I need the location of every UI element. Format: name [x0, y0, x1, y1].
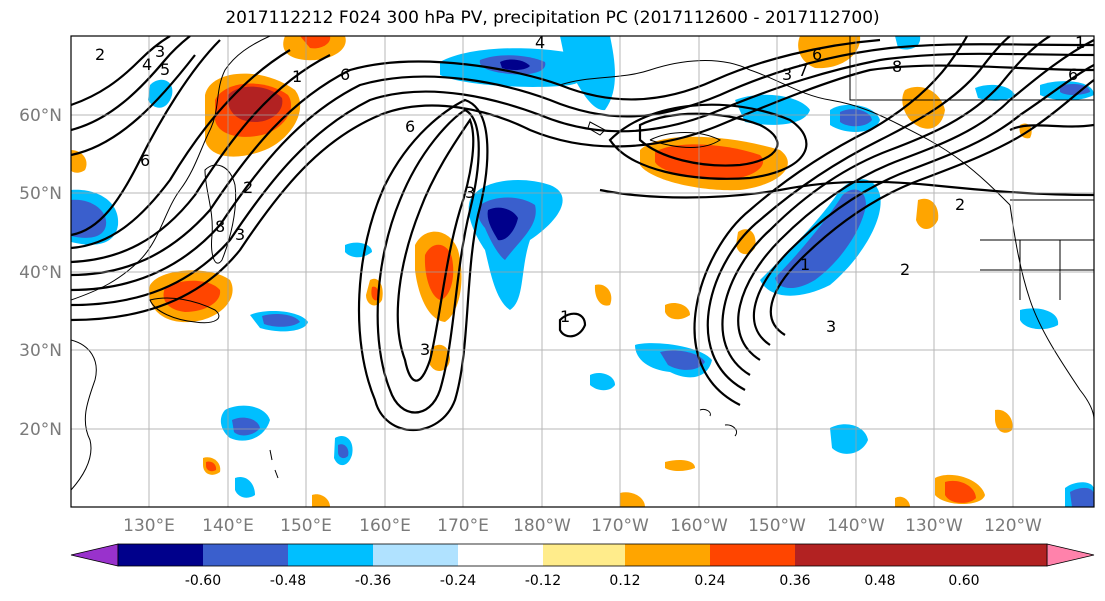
contour-label: 3	[155, 42, 165, 61]
colorbar-bin	[795, 544, 880, 566]
contour-label: 1	[800, 255, 810, 274]
lon-label: 150°E	[280, 516, 332, 536]
colorbar-bin	[880, 544, 964, 566]
contour-label: 4	[535, 33, 545, 52]
colorbar-extend-low	[70, 543, 119, 567]
lon-label: 180°W	[513, 516, 571, 536]
contour-label: 1	[560, 307, 570, 326]
colorbar-bin	[288, 544, 373, 566]
contour-label: 2	[243, 178, 253, 197]
map-title: 2017112212 F024 300 hPa PV, precipitatio…	[225, 8, 880, 28]
colorbar-tick-label: -0.60	[185, 573, 221, 589]
lat-label: 40°N	[19, 263, 62, 283]
lat-label: 50°N	[19, 184, 62, 204]
lon-label: 130°W	[905, 516, 963, 536]
latitude-axis: 60°N 50°N 40°N 30°N 20°N	[19, 106, 62, 440]
lat-label: 20°N	[19, 420, 62, 440]
contour-label: 6	[340, 65, 350, 84]
lat-label: 60°N	[19, 106, 62, 126]
colorbar-tick-label: -0.36	[355, 573, 391, 589]
colorbar-extend-high	[1046, 543, 1095, 567]
contour-label: 2	[955, 195, 965, 214]
contour-label: 2	[95, 45, 105, 64]
colorbar-tick-label: 0.24	[694, 573, 725, 589]
colorbar-tick-label: 0.48	[864, 573, 895, 589]
lon-label: 140°W	[827, 516, 885, 536]
coastlines	[71, 36, 1094, 491]
contour-value-labels: 2 3 4 5 6 1 6 8 2 3 6 3 4 6 8 3 7 1 2 3 …	[95, 33, 1085, 359]
colorbar-tick-label: -0.48	[270, 573, 306, 589]
contour-label: 2	[900, 260, 910, 279]
contour-label: 5	[160, 60, 170, 79]
colorbar-tick-label: 0.12	[609, 573, 640, 589]
contour-label: 3	[465, 183, 475, 202]
lon-label: 130°E	[123, 516, 175, 536]
contour-label: 3	[826, 317, 836, 336]
contour-label: 1	[1075, 33, 1085, 52]
colorbar-bin	[118, 544, 203, 566]
contour-label: 1	[292, 67, 302, 86]
lon-label: 170°E	[437, 516, 489, 536]
colorbar-outline	[117, 543, 1048, 567]
contour-label: 6	[140, 151, 150, 170]
contour-label: 7	[798, 61, 808, 80]
map-gridlines	[71, 36, 1094, 507]
lon-label: 150°W	[748, 516, 806, 536]
lon-label: 160°E	[359, 516, 411, 536]
colorbar-tick-label: 0.60	[948, 573, 979, 589]
colorbar-bin	[373, 544, 458, 566]
colorbar: -0.60 -0.48 -0.36 -0.24 -0.12 0.12 0.24 …	[70, 543, 1095, 589]
colorbar-bin	[964, 544, 1047, 566]
contour-label: 3	[235, 225, 245, 244]
lon-label: 160°W	[670, 516, 728, 536]
colorbar-bin	[458, 544, 543, 566]
colorbar-bin	[203, 544, 288, 566]
contour-label: 6	[1068, 65, 1078, 84]
contour-label: 6	[405, 117, 415, 136]
contour-label: 8	[215, 217, 225, 236]
longitude-axis: 130°E 140°E 150°E 160°E 170°E 180°W 170°…	[123, 516, 1042, 536]
colorbar-tick-label: 0.36	[779, 573, 810, 589]
map-frame	[70, 35, 1095, 508]
lon-label: 170°W	[591, 516, 649, 536]
colorbar-tick-label: -0.24	[440, 573, 476, 589]
colorbar-bin	[710, 544, 795, 566]
lon-label: 120°W	[984, 516, 1042, 536]
pv-contours	[71, 36, 1094, 432]
colorbar-bin	[625, 544, 710, 566]
contour-label: 3	[420, 340, 430, 359]
contour-label: 4	[142, 55, 152, 74]
colorbar-bin	[543, 544, 625, 566]
contour-label: 6	[812, 45, 822, 64]
colorbar-tick-label: -0.12	[525, 573, 561, 589]
lon-label: 140°E	[202, 516, 254, 536]
lat-label: 30°N	[19, 341, 62, 361]
contour-label: 3	[782, 65, 792, 84]
contour-label: 8	[892, 57, 902, 76]
